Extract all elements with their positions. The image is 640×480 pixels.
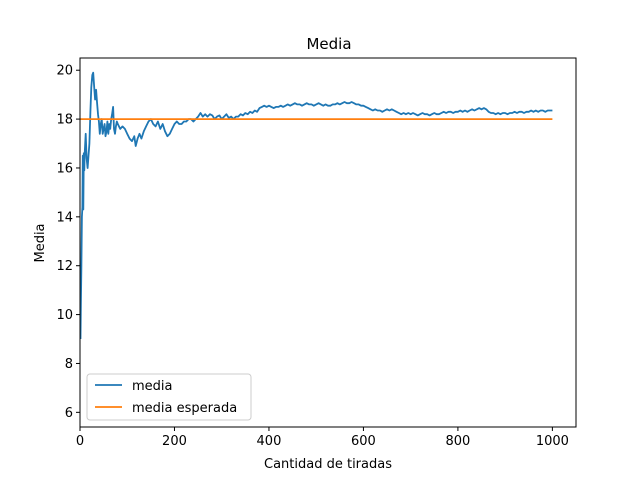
y-tick-label: 14: [56, 210, 73, 225]
x-tick-label: 400: [257, 434, 282, 449]
y-tick-label: 20: [56, 64, 73, 79]
x-tick-label: 200: [162, 434, 187, 449]
x-tick-label: 800: [445, 434, 470, 449]
x-axis-label: Cantidad de tiradas: [264, 457, 392, 472]
y-axis: 6 8 10 12 14 16 18 20: [56, 64, 80, 421]
y-tick-label: 16: [56, 161, 73, 176]
axes-frame: [79, 57, 577, 428]
legend-label-media-esperada: media esperada: [132, 401, 237, 416]
plot-area: [79, 71, 553, 340]
series-line-media: [79, 71, 553, 340]
y-tick-label: 18: [56, 113, 73, 128]
chart-title: Media: [306, 35, 351, 53]
x-tick-label: 1000: [536, 434, 569, 449]
y-tick-label: 8: [65, 357, 73, 372]
x-tick-label: 600: [351, 434, 376, 449]
x-tick-label: 0: [76, 434, 84, 449]
x-axis: 0 200 400 600 800 1000: [76, 427, 569, 449]
y-axis-label: Media: [33, 223, 48, 262]
y-tick-label: 10: [56, 308, 73, 323]
legend-box: [86, 373, 252, 421]
y-tick-label: 6: [65, 406, 73, 421]
y-tick-label: 12: [56, 259, 73, 274]
legend: media media esperada: [86, 373, 252, 421]
legend-label-media: media: [132, 379, 173, 394]
